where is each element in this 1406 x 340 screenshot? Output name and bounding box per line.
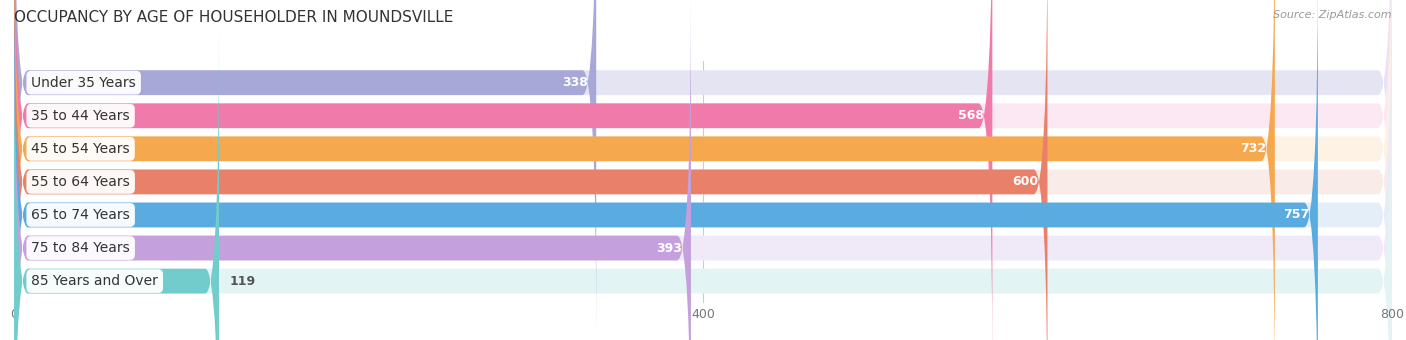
Text: 757: 757 xyxy=(1284,208,1309,221)
FancyBboxPatch shape xyxy=(14,0,1392,340)
Text: OCCUPANCY BY AGE OF HOUSEHOLDER IN MOUNDSVILLE: OCCUPANCY BY AGE OF HOUSEHOLDER IN MOUND… xyxy=(14,10,453,25)
Text: 600: 600 xyxy=(1012,175,1039,188)
Text: 338: 338 xyxy=(562,76,588,89)
Text: 568: 568 xyxy=(957,109,984,122)
FancyBboxPatch shape xyxy=(14,0,690,340)
Text: 35 to 44 Years: 35 to 44 Years xyxy=(31,109,129,123)
FancyBboxPatch shape xyxy=(14,0,1275,340)
FancyBboxPatch shape xyxy=(14,0,1392,340)
FancyBboxPatch shape xyxy=(14,0,1392,340)
FancyBboxPatch shape xyxy=(14,0,1392,335)
FancyBboxPatch shape xyxy=(14,29,219,340)
Text: Source: ZipAtlas.com: Source: ZipAtlas.com xyxy=(1274,10,1392,20)
Text: 85 Years and Over: 85 Years and Over xyxy=(31,274,157,288)
FancyBboxPatch shape xyxy=(14,0,993,340)
Text: 732: 732 xyxy=(1240,142,1267,155)
FancyBboxPatch shape xyxy=(14,29,1392,340)
Text: Under 35 Years: Under 35 Years xyxy=(31,76,136,90)
FancyBboxPatch shape xyxy=(14,0,1392,340)
FancyBboxPatch shape xyxy=(14,0,1047,340)
Text: 65 to 74 Years: 65 to 74 Years xyxy=(31,208,129,222)
Text: 75 to 84 Years: 75 to 84 Years xyxy=(31,241,129,255)
Text: 55 to 64 Years: 55 to 64 Years xyxy=(31,175,129,189)
Text: 119: 119 xyxy=(229,275,256,288)
Text: 393: 393 xyxy=(657,241,682,255)
FancyBboxPatch shape xyxy=(14,0,596,335)
FancyBboxPatch shape xyxy=(14,0,1317,340)
Text: 45 to 54 Years: 45 to 54 Years xyxy=(31,142,129,156)
FancyBboxPatch shape xyxy=(14,0,1392,340)
